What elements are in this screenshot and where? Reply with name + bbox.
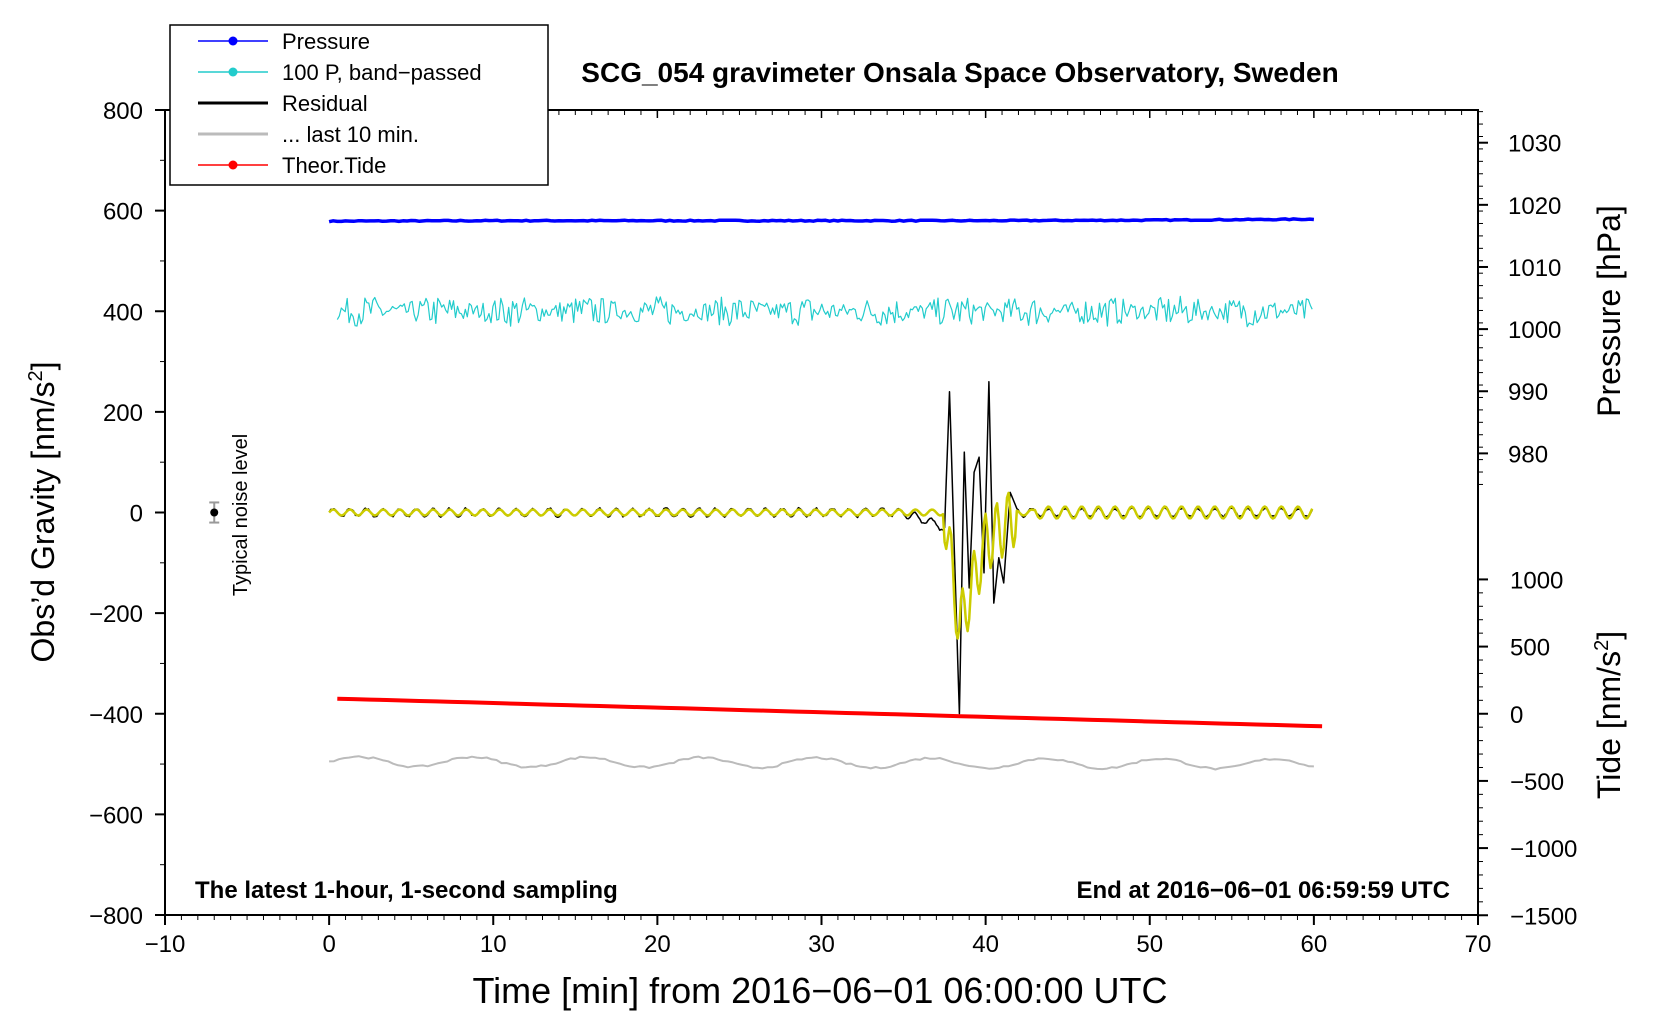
x-tick-label: 70 [1465, 931, 1492, 958]
pressure-tick-label: 1030 [1508, 131, 1561, 158]
y-tick-label: 0 [130, 501, 143, 528]
legend-label: ... last 10 min. [282, 122, 419, 147]
y-axis-label-gravity: Obs’d Gravity [nm/s2] [25, 362, 61, 663]
legend-label: Theor.Tide [282, 153, 386, 178]
axis-ticks: −10 0 10 20 30 40 50 60 708006004002000−200−400−… [89, 98, 1577, 958]
y-axis-label-tide: Tide [nm/s2] [1591, 631, 1627, 799]
x-tick-label: 40 [972, 931, 999, 958]
y-axis-label-gravity-text: Obs’d Gravity [nm/s [25, 382, 61, 663]
x-axis-label: Time [min] from 2016−06−01 06:00:00 UTC [472, 970, 1167, 1011]
legend: Pressure 100 P, band−passed Residual ... la… [169, 24, 549, 186]
pressure-tick-label: 1020 [1508, 193, 1561, 220]
annotation-sampling: The latest 1-hour, 1-second sampling [195, 877, 618, 904]
tide-tick-label: −1500 [1510, 903, 1577, 930]
legend-box [169, 24, 549, 186]
x-tick-label: 10 [480, 931, 507, 958]
y-tick-label: −600 [89, 802, 143, 829]
x-tick-label: 50 [1136, 931, 1163, 958]
x-tick-label: −10 [145, 931, 186, 958]
legend-marker [228, 36, 238, 46]
pressure-tick-label: 1000 [1508, 317, 1561, 344]
legend-marker [228, 160, 238, 170]
y-tick-label: 400 [103, 299, 143, 326]
y-axis-label-gravity-sup: 2 [25, 370, 47, 381]
tide-tick-label: 500 [1510, 635, 1550, 662]
noise-marker-point [210, 508, 219, 517]
series-layer [209, 217, 1323, 771]
tide-tick-label: −1000 [1510, 836, 1577, 863]
series-filtered [328, 491, 1314, 640]
pressure-tick-label: 1010 [1508, 255, 1561, 282]
y-axis-label-tide-sup: 2 [1591, 640, 1613, 651]
y-tick-label: 200 [103, 400, 143, 427]
chart-title: SCG_054 gravimeter Onsala Space Observat… [581, 57, 1338, 88]
noise-level-label: Typical noise level [230, 434, 252, 596]
y-axis-label-pressure: Pressure [hPa] [1591, 205, 1627, 417]
annotation-end-time: End at 2016−06−01 06:59:59 UTC [1076, 877, 1450, 904]
legend-marker [228, 67, 238, 77]
tide-tick-label: 1000 [1510, 567, 1563, 594]
legend-items: Pressure 100 P, band−passed Residual ... la… [198, 29, 482, 178]
x-tick-label: 0 [322, 931, 335, 958]
y-tick-label: −400 [89, 702, 143, 729]
tide-tick-label: −500 [1510, 769, 1564, 796]
x-tick-label: 20 [644, 931, 671, 958]
series-last-10-min [329, 755, 1314, 771]
y-axis-label-gravity-close: ] [25, 362, 61, 371]
y-tick-label: 600 [103, 199, 143, 226]
series-residual [328, 380, 1313, 715]
series-band-passed-pressure [336, 295, 1313, 328]
legend-label: 100 P, band−passed [282, 60, 482, 85]
pressure-tick-label: 990 [1508, 379, 1548, 406]
x-tick-label: 60 [1301, 931, 1328, 958]
y-tick-label: −200 [89, 601, 143, 628]
x-tick-label: 30 [808, 931, 835, 958]
legend-label: Pressure [282, 29, 370, 54]
pressure-tick-label: 980 [1508, 441, 1548, 468]
y-tick-label: −800 [89, 903, 143, 930]
legend-label: Residual [282, 91, 368, 116]
y-axis-label-tide-close: ] [1591, 631, 1627, 640]
series-theoretical-tide [337, 696, 1323, 729]
series-pressure [328, 217, 1315, 224]
y-tick-label: 800 [103, 98, 143, 125]
y-axis-label-tide-text: Tide [nm/s [1591, 651, 1627, 799]
tide-tick-label: 0 [1510, 702, 1523, 729]
